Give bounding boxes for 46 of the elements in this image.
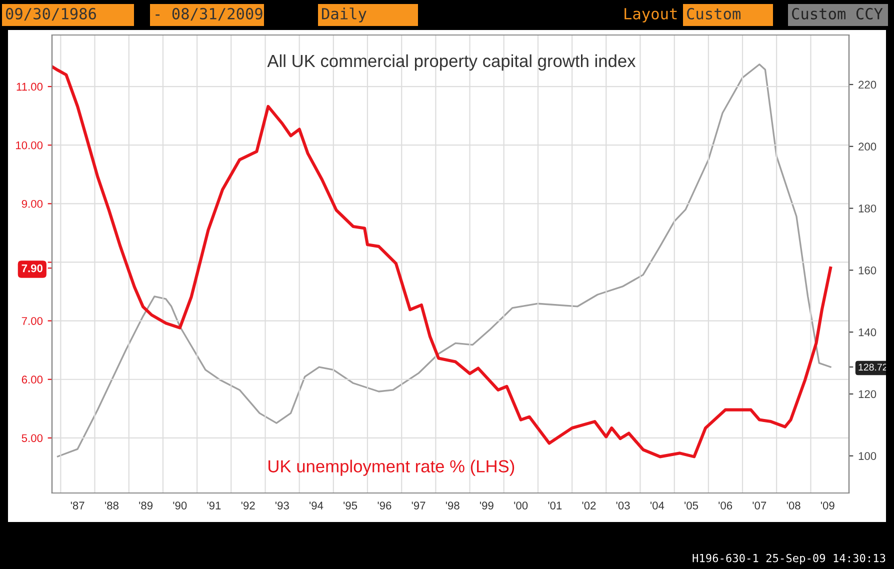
x-tick-label: '01 (548, 502, 562, 510)
x-tick-label: '96 (378, 502, 392, 510)
y2-tick-label: 160 (858, 266, 876, 274)
y-tick-label: 7.90 (22, 264, 43, 272)
x-tick-label: '05 (684, 502, 698, 510)
x-tick-label: '02 (582, 502, 596, 510)
text: UK unemployment rate % (LHS) (268, 460, 514, 476)
x-tick-label: '91 (207, 502, 221, 510)
x-tick-label: '95 (344, 502, 358, 510)
y2-tick-label: 220 (858, 80, 876, 89)
x-tick-label: '90 (173, 502, 187, 510)
x-tick-label: '06 (718, 502, 732, 510)
text: Layout (624, 8, 677, 22)
x-tick-label: '07 (752, 502, 766, 510)
x-tick-label: '89 (139, 502, 153, 510)
y-tick-label: 9.00 (22, 200, 43, 208)
x-tick-label: '00 (514, 502, 528, 510)
text: H196-630-1 25-Sep-09 14:30:13 (692, 554, 886, 564)
text: Daily (322, 8, 366, 22)
y-tick-label: 10.00 (16, 141, 43, 150)
x-tick-label: '87 (70, 502, 84, 510)
x-tick-label: '98 (446, 502, 460, 510)
y-tick-label: 7.00 (22, 317, 43, 325)
y-tick-label: 5.00 (22, 434, 43, 442)
text: Custom CCY (792, 8, 883, 20)
y2-tick-label: 100 (858, 452, 876, 460)
y2-tick-label: 200 (858, 142, 876, 151)
x-tick-label: '03 (616, 502, 630, 510)
x-tick-label: '93 (275, 502, 289, 510)
x-tick-label: '04 (650, 502, 664, 510)
y-tick-label: 6.00 (22, 376, 43, 384)
y2-tick-label: 180 (858, 204, 876, 212)
text: 09/30/1986 (6, 8, 96, 21)
x-tick-label: '97 (412, 502, 426, 510)
text: All UK commercial property capital growth index (267, 54, 636, 71)
x-tick-label: '92 (241, 502, 255, 510)
x-tick-label: '94 (310, 502, 324, 510)
x-tick-label: '09 (820, 502, 834, 510)
x-tick-label: '88 (105, 502, 118, 510)
text: Custom (687, 8, 740, 20)
y-tick-label: 11.00 (16, 82, 43, 91)
x-tick-label: '08 (786, 502, 800, 510)
text: - 08/31/2009 (156, 8, 262, 21)
x-tick-label: '99 (480, 502, 494, 510)
y2-tick-label: 140 (858, 328, 876, 336)
y2-tick-label: 120 (858, 390, 876, 398)
